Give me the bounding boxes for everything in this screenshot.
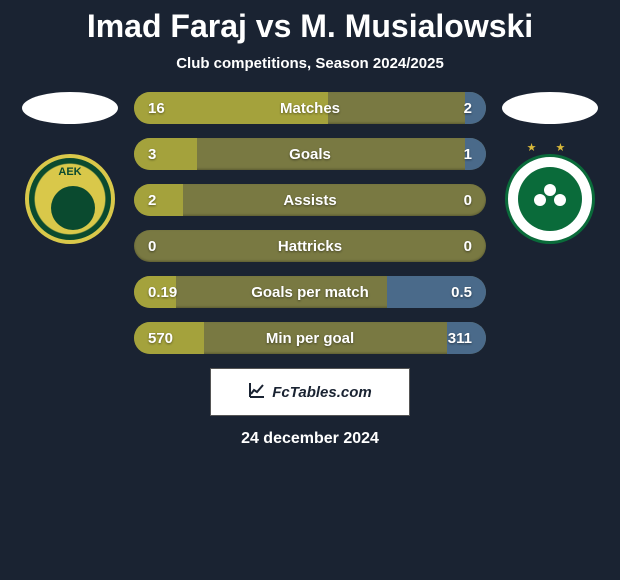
comparison-infographic: Imad Faraj vs M. Musialowski Club compet… bbox=[0, 0, 620, 580]
right-club-crest-icon: ★ ★ bbox=[505, 154, 595, 244]
stat-bars: 16Matches23Goals12Assists00Hattricks00.1… bbox=[130, 92, 490, 354]
stat-row: 3Goals1 bbox=[134, 138, 486, 170]
right-flag-icon bbox=[502, 92, 598, 124]
stat-row: 0Hattricks0 bbox=[134, 230, 486, 262]
stat-label: Matches bbox=[134, 100, 486, 117]
attribution-text: FcTables.com bbox=[272, 384, 371, 401]
date-text: 24 december 2024 bbox=[0, 430, 620, 448]
left-club-crest-icon bbox=[25, 154, 115, 244]
stat-value-right: 0.5 bbox=[451, 284, 472, 301]
body-row: 16Matches23Goals12Assists00Hattricks00.1… bbox=[0, 92, 620, 354]
stat-label: Goals bbox=[134, 146, 486, 163]
right-player-column: ★ ★ bbox=[490, 92, 610, 244]
stat-row: 570Min per goal311 bbox=[134, 322, 486, 354]
stat-value-right: 0 bbox=[464, 192, 472, 209]
chart-icon bbox=[248, 381, 266, 404]
stat-label: Assists bbox=[134, 192, 486, 209]
left-player-column bbox=[10, 92, 130, 244]
stat-value-right: 0 bbox=[464, 238, 472, 255]
stat-value-right: 1 bbox=[464, 146, 472, 163]
left-flag-icon bbox=[22, 92, 118, 124]
stat-value-right: 311 bbox=[448, 330, 472, 347]
page-title: Imad Faraj vs M. Musialowski bbox=[0, 8, 620, 45]
stat-label: Goals per match bbox=[134, 284, 486, 301]
stat-row: 2Assists0 bbox=[134, 184, 486, 216]
stat-label: Min per goal bbox=[134, 330, 486, 347]
stat-value-right: 2 bbox=[464, 100, 472, 117]
stat-label: Hattricks bbox=[134, 238, 486, 255]
subtitle: Club competitions, Season 2024/2025 bbox=[0, 55, 620, 72]
attribution-badge[interactable]: FcTables.com bbox=[210, 368, 410, 416]
stat-row: 0.19Goals per match0.5 bbox=[134, 276, 486, 308]
stat-row: 16Matches2 bbox=[134, 92, 486, 124]
